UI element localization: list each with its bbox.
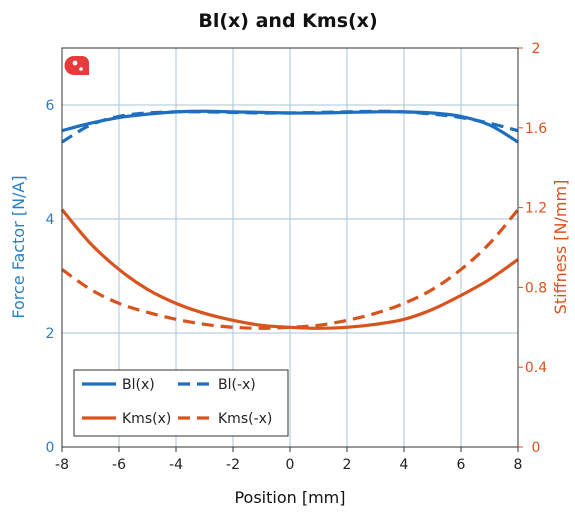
legend-label: Kms(-x) xyxy=(218,411,272,427)
x-tick-label: 4 xyxy=(400,457,409,473)
left-axis-label: Force Factor [N/A] xyxy=(9,175,28,318)
x-tick-label: -8 xyxy=(55,457,69,473)
x-tick-label: 0 xyxy=(286,457,295,473)
right-axis-ticks: 0 0.4 0.8 1.2 1.6 2 xyxy=(518,41,547,456)
right-tick-label: 0.8 xyxy=(525,280,547,296)
series-line-kms-x xyxy=(60,208,519,330)
left-tick-label: 0 xyxy=(46,440,55,456)
legend-label: Bl(x) xyxy=(122,377,155,393)
x-axis-ticks: -8 -6 -4 -2 0 2 4 6 8 xyxy=(55,447,522,473)
left-axis-ticks: 0 2 4 6 xyxy=(46,98,55,456)
left-tick-label: 4 xyxy=(46,212,55,228)
left-tick-label: 6 xyxy=(46,98,55,114)
right-tick-label: 0.4 xyxy=(525,360,547,376)
series-line-kms-x xyxy=(61,208,520,330)
logo-icon xyxy=(64,56,89,75)
x-tick-label: -6 xyxy=(112,457,126,473)
x-tick-label: 8 xyxy=(514,457,523,473)
x-tick-label: 6 xyxy=(457,457,466,473)
x-tick-label: -4 xyxy=(169,457,183,473)
legend-box xyxy=(73,369,289,437)
right-axis-label: Stiffness [N/mm] xyxy=(551,180,570,315)
legend-label: Kms(x) xyxy=(122,411,171,427)
series-layer xyxy=(60,109,520,330)
right-tick-label: 1.6 xyxy=(525,121,547,137)
series-line-bl-x xyxy=(61,109,519,144)
x-tick-label: -2 xyxy=(226,457,240,473)
left-tick-label: 2 xyxy=(46,326,55,342)
right-tick-label: 1.2 xyxy=(525,201,547,217)
x-axis-label: Position [mm] xyxy=(234,488,345,507)
right-tick-label: 2 xyxy=(532,41,541,57)
chart-title: Bl(x) and Kms(x) xyxy=(198,10,377,32)
legend: Bl(x) Bl(-x) Kms(x) Kms(-x) xyxy=(73,369,289,437)
x-tick-label: 2 xyxy=(343,457,352,473)
legend-label: Bl(-x) xyxy=(218,377,256,393)
right-tick-label: 0 xyxy=(532,440,541,456)
